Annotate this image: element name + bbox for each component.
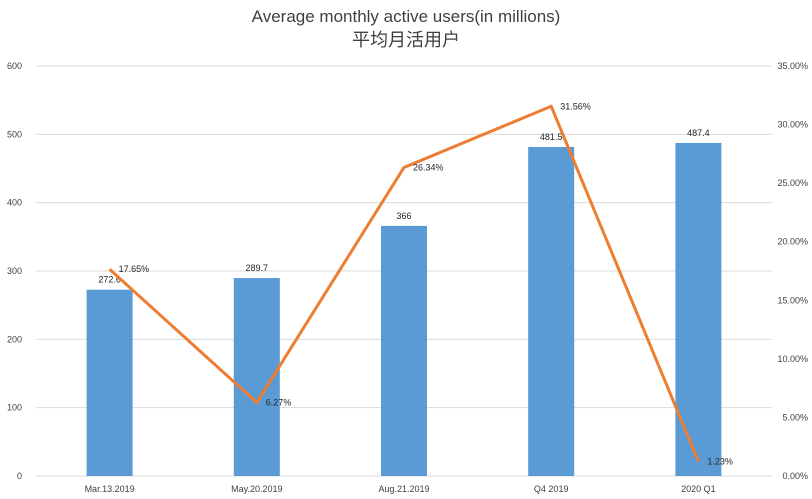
x-tick-label: May.20.2019	[231, 484, 282, 494]
y-left-tick-label: 400	[7, 198, 22, 208]
x-tick-label: Q4 2019	[534, 484, 569, 494]
bar	[675, 142, 722, 476]
y-right-tick-label: 25.00%	[777, 178, 808, 188]
y-left-tick-label: 600	[7, 61, 22, 71]
y-left-tick-label: 0	[17, 471, 22, 481]
line-data-label: 31.56%	[560, 101, 591, 111]
bar-data-label: 289.7	[246, 263, 269, 273]
y-right-tick-label: 30.00%	[777, 120, 808, 130]
line-data-labels: 17.65% 6.27% 26.34% 31.56% 1.23%	[119, 101, 733, 466]
y-right-tick-label: 15.00%	[777, 295, 808, 305]
y-axis-right: 0.00% 5.00% 10.00% 15.00% 20.00% 25.00% 30.00%…	[777, 61, 808, 481]
y-right-tick-label: 5.00%	[782, 412, 808, 422]
x-tick-label: Aug.21.2019	[378, 484, 429, 494]
bar-data-label: 487.4	[687, 128, 710, 138]
bar-series	[86, 142, 722, 476]
y-axis-left: 0 100 200 300 400 500 600	[7, 61, 22, 481]
y-left-tick-label: 500	[7, 129, 22, 139]
y-left-tick-label: 200	[7, 334, 22, 344]
bar-data-label: 366	[396, 211, 411, 221]
bar-data-labels: 272.6 289.7 366 481.5 487.4	[98, 128, 709, 285]
bar	[381, 225, 427, 476]
bar-data-label: 272.6	[98, 275, 121, 285]
line-series-path	[108, 104, 700, 463]
line-data-label: 26.34%	[413, 162, 444, 172]
line-data-label: 17.65%	[119, 264, 150, 274]
x-axis: Mar.13.2019 May.20.2019 Aug.21.2019 Q4 2019…	[85, 484, 716, 494]
x-tick-label: Mar.13.2019	[85, 484, 135, 494]
line-data-label: 6.27%	[266, 398, 292, 408]
bar	[86, 289, 133, 476]
chart-subtitle: 平均月活用户	[352, 30, 460, 50]
bar	[528, 146, 575, 476]
line-series	[108, 104, 700, 463]
chart-title: Average monthly active users(in millions…	[252, 7, 561, 26]
y-right-tick-label: 20.00%	[777, 237, 808, 247]
bar-data-label: 481.5	[540, 132, 563, 142]
x-tick-label: 2020 Q1	[681, 484, 716, 494]
y-left-tick-label: 300	[7, 266, 22, 276]
y-right-tick-label: 10.00%	[777, 354, 808, 364]
line-data-label: 1.23%	[707, 457, 733, 467]
y-left-tick-label: 100	[7, 403, 22, 413]
y-right-tick-label: 0.00%	[782, 471, 808, 481]
y-right-tick-label: 35.00%	[777, 61, 808, 71]
